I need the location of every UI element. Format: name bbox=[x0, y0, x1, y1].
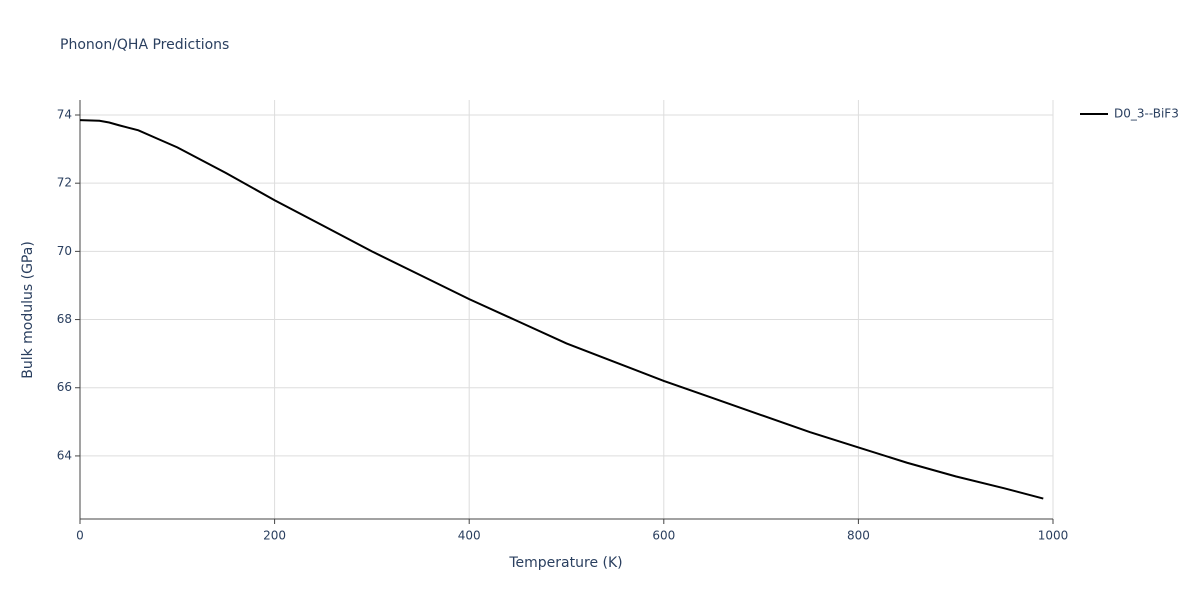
data-line bbox=[79, 119, 1044, 500]
legend-label: D0_3--BiF3 bbox=[1114, 107, 1179, 121]
x-tick-label: 600 bbox=[652, 529, 675, 543]
y-tick-label: 72 bbox=[57, 176, 72, 190]
x-tick-label: 0 bbox=[76, 529, 84, 543]
x-tick-label: 400 bbox=[458, 529, 481, 543]
x-tick-label: 200 bbox=[263, 529, 286, 543]
x-axis-title: Temperature (K) bbox=[508, 555, 622, 571]
x-tick-label: 800 bbox=[847, 529, 870, 543]
y-tick-label: 70 bbox=[57, 244, 72, 258]
chart-title: Phonon/QHA Predictions bbox=[60, 37, 229, 53]
x-tick-label: 1000 bbox=[1038, 529, 1069, 543]
y-tick-label: 74 bbox=[57, 108, 72, 122]
y-tick-label: 68 bbox=[57, 312, 72, 326]
y-axis-title: Bulk modulus (GPa) bbox=[20, 241, 36, 379]
y-tick-label: 66 bbox=[57, 380, 72, 394]
y-tick-label: 64 bbox=[57, 448, 72, 462]
